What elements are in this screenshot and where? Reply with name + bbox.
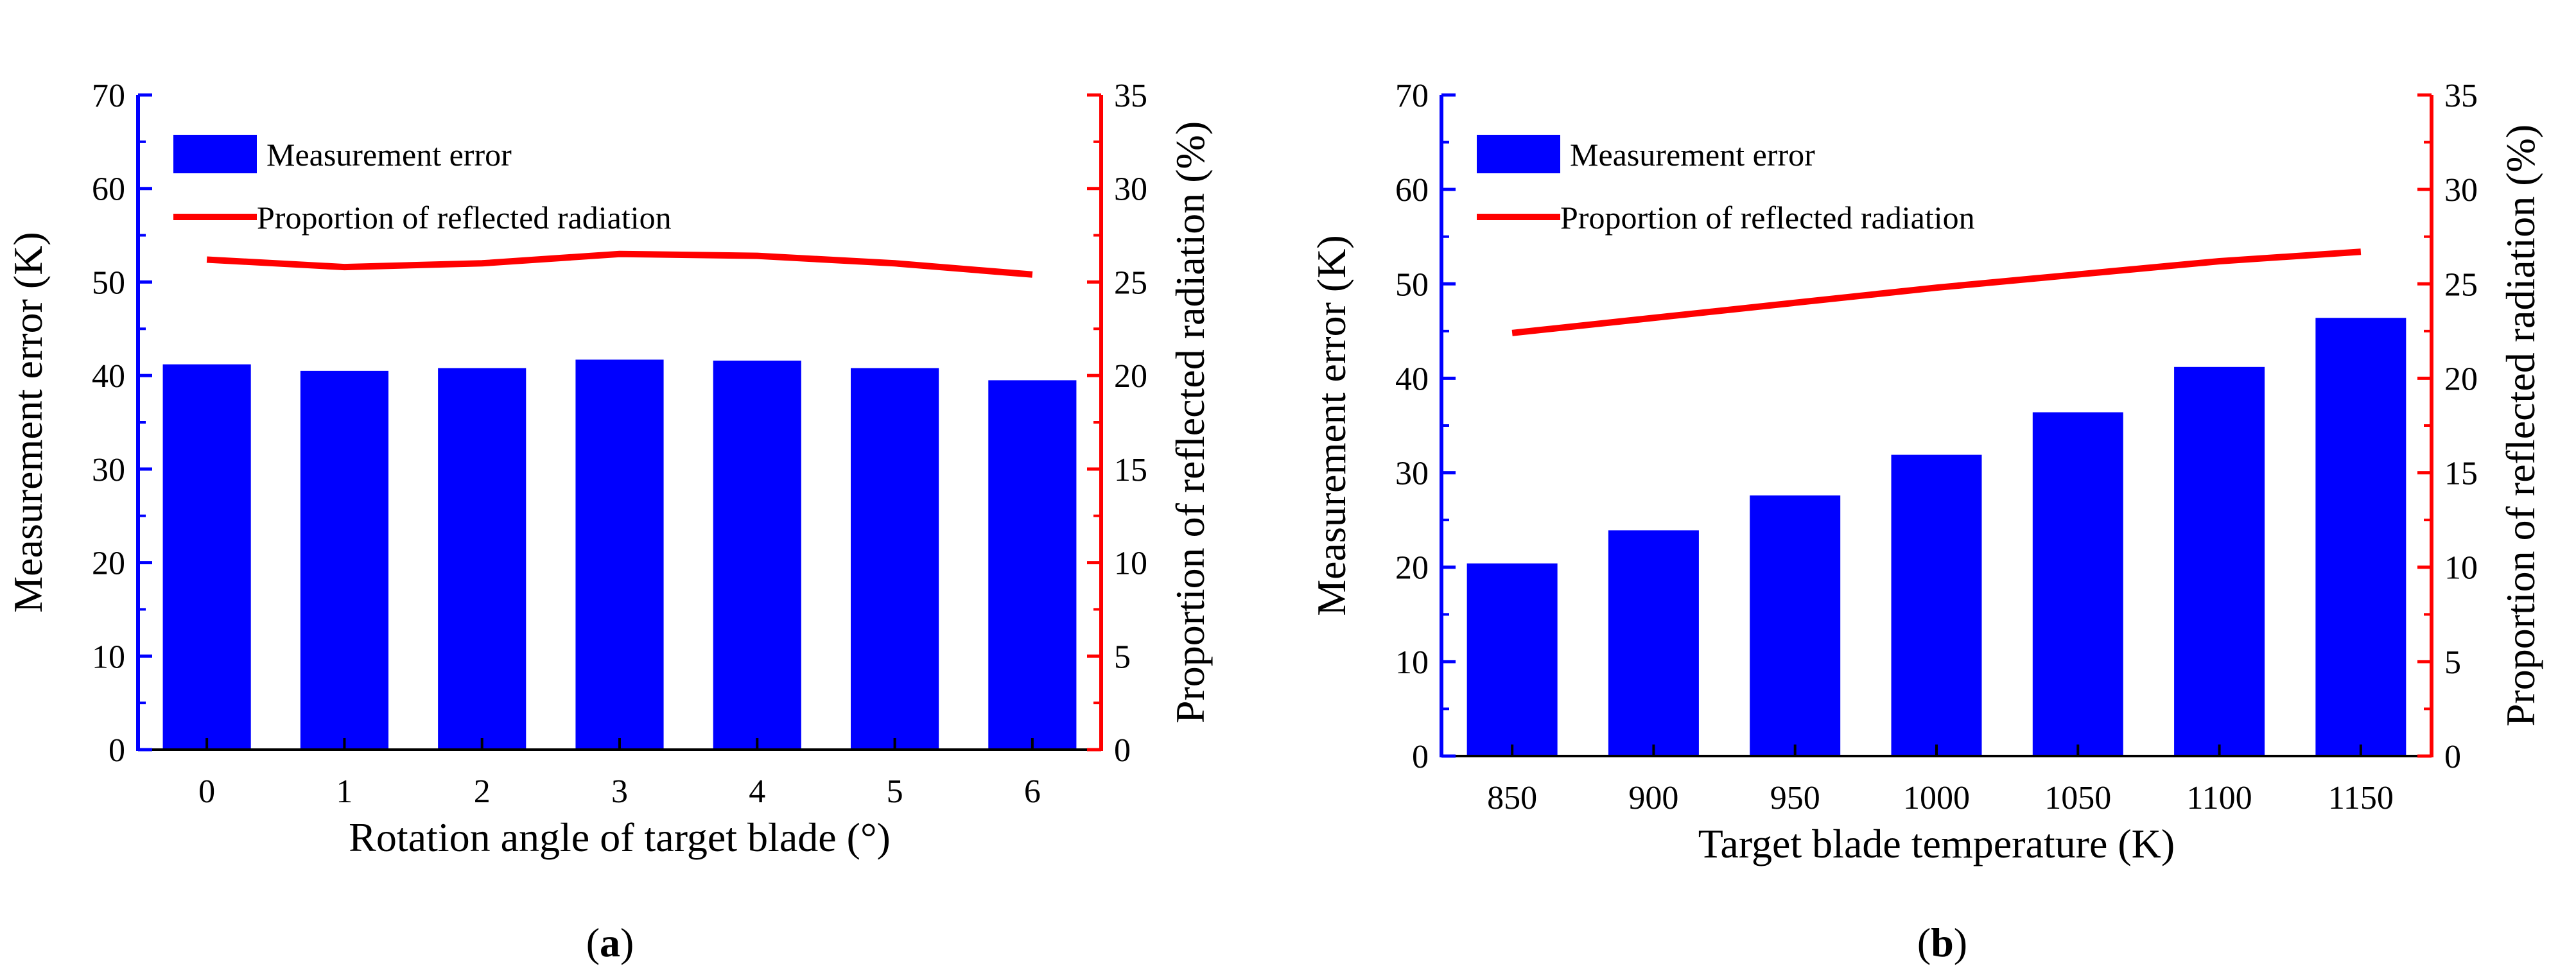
x-tick-label: 3 [611,773,628,810]
chart-panel-a: 0 10 20 30 40 50 60 70 0 5 10 15 20 25 30 35 0 1 2 3 4 5 6 Rota… [5,78,1213,965]
x-tick-label: 0 [198,773,215,810]
legend-label-reflected-radiation: Proportion of reflected radiation [257,200,672,236]
x-tick-label: 6 [1024,773,1041,810]
left-y-tick-label: 50 [92,264,125,301]
x-tick-label: 2 [474,773,491,810]
bar-measurement-error-1 [300,370,388,750]
bar-measurement-error-3 [575,359,664,750]
left-y-tick-label: 30 [92,452,125,488]
left-y-tick-label: 0 [1412,739,1429,775]
right-y-tick-label: 30 [2444,172,2478,209]
bar-measurement-error-0 [162,364,251,750]
x-tick-label: 900 [1628,780,1678,816]
x-tick-label: 5 [887,773,903,810]
bar-measurement-error-1000 [1891,454,1982,756]
right-y-tick-label: 0 [2444,739,2461,775]
right-y-axis-title: Proportion of reflected radiation (%) [2498,125,2543,727]
left-y-tick-label: 10 [1395,644,1429,681]
x-axis-title: Target blade temperature (K) [1698,821,2175,866]
legend-label-measurement-error: Measurement error [1570,137,1815,173]
panel-label-open: ( [586,920,600,965]
panel-label-close: ) [1954,920,1967,965]
bar-measurement-error-900 [1608,530,1699,756]
left-y-tick-label: 60 [1395,172,1429,209]
x-tick-label: 1 [336,773,352,810]
legend-label-reflected-radiation: Proportion of reflected radiation [1560,200,1975,236]
left-y-tick-label: 40 [92,358,125,395]
bar-measurement-error-2 [438,368,527,750]
left-y-tick-label: 20 [92,546,125,582]
right-y-axis-title: Proportion of reflected radiation (%) [1167,121,1213,723]
bar-measurement-error-4 [713,360,801,750]
right-y-tick-label: 5 [1114,639,1131,675]
bar-measurement-error-1050 [2032,412,2123,756]
x-tick-label: 850 [1487,780,1537,816]
bar-measurement-error-950 [1750,495,1841,756]
right-y-tick-label: 20 [1114,358,1147,395]
left-y-tick-label: 30 [1395,456,1429,492]
panel-label: (a) [586,920,634,965]
left-y-tick-label: 60 [92,171,125,208]
right-y-tick-label: 15 [2444,456,2478,492]
bar-measurement-error-5 [851,368,939,750]
right-y-tick-label: 20 [2444,361,2478,397]
right-y-tick-label: 10 [2444,550,2478,587]
right-y-tick-label: 0 [1114,732,1131,769]
legend-swatch-bar [1477,135,1560,173]
left-y-axis-title: Measurement error (K) [5,232,51,613]
left-y-tick-label: 70 [92,78,125,114]
left-y-tick-label: 20 [1395,550,1429,587]
x-tick-label: 1100 [2187,780,2252,816]
right-y-tick-label: 15 [1114,452,1147,488]
left-y-tick-label: 10 [92,639,125,675]
left-y-tick-label: 0 [109,732,125,769]
right-y-tick-label: 10 [1114,546,1147,582]
right-y-tick-label: 35 [1114,78,1147,114]
panel-label-close: ) [620,920,634,965]
x-tick-label: 1050 [2044,780,2111,816]
bar-measurement-error-1150 [2315,318,2406,756]
panel-label-letter: b [1931,920,1954,965]
legend-label-measurement-error: Measurement error [266,137,512,173]
panel-label-open: ( [1917,920,1931,965]
chart-panel-b: 0 10 20 30 40 50 60 70 0 5 10 15 20 25 30 35 850 900 950 10… [1309,78,2543,965]
right-y-tick-label: 30 [1114,171,1147,208]
right-y-tick-label: 25 [2444,266,2478,303]
right-y-tick-label: 25 [1114,264,1147,301]
right-y-tick-label: 5 [2444,644,2461,681]
bar-measurement-error-1100 [2174,366,2265,756]
x-tick-label: 950 [1770,780,1820,816]
left-y-axis-title: Measurement error (K) [1309,235,1354,616]
bar-measurement-error-850 [1466,563,1558,756]
panel-label: (b) [1917,920,1967,965]
right-y-tick-label: 35 [2444,78,2478,114]
left-y-tick-label: 70 [1395,78,1429,114]
x-tick-label: 4 [749,773,765,810]
legend-swatch-bar [173,135,257,173]
left-y-tick-label: 40 [1395,361,1429,397]
left-y-tick-label: 50 [1395,266,1429,303]
x-tick-label: 1000 [1903,780,1970,816]
bar-measurement-error-6 [988,380,1077,750]
x-axis-title: Rotation angle of target blade (°) [349,814,891,860]
x-tick-label: 1150 [2328,780,2394,816]
line-reflected-radiation [206,250,1033,278]
line-reflected-radiation [1511,248,2362,336]
panel-label-letter: a [600,920,620,965]
